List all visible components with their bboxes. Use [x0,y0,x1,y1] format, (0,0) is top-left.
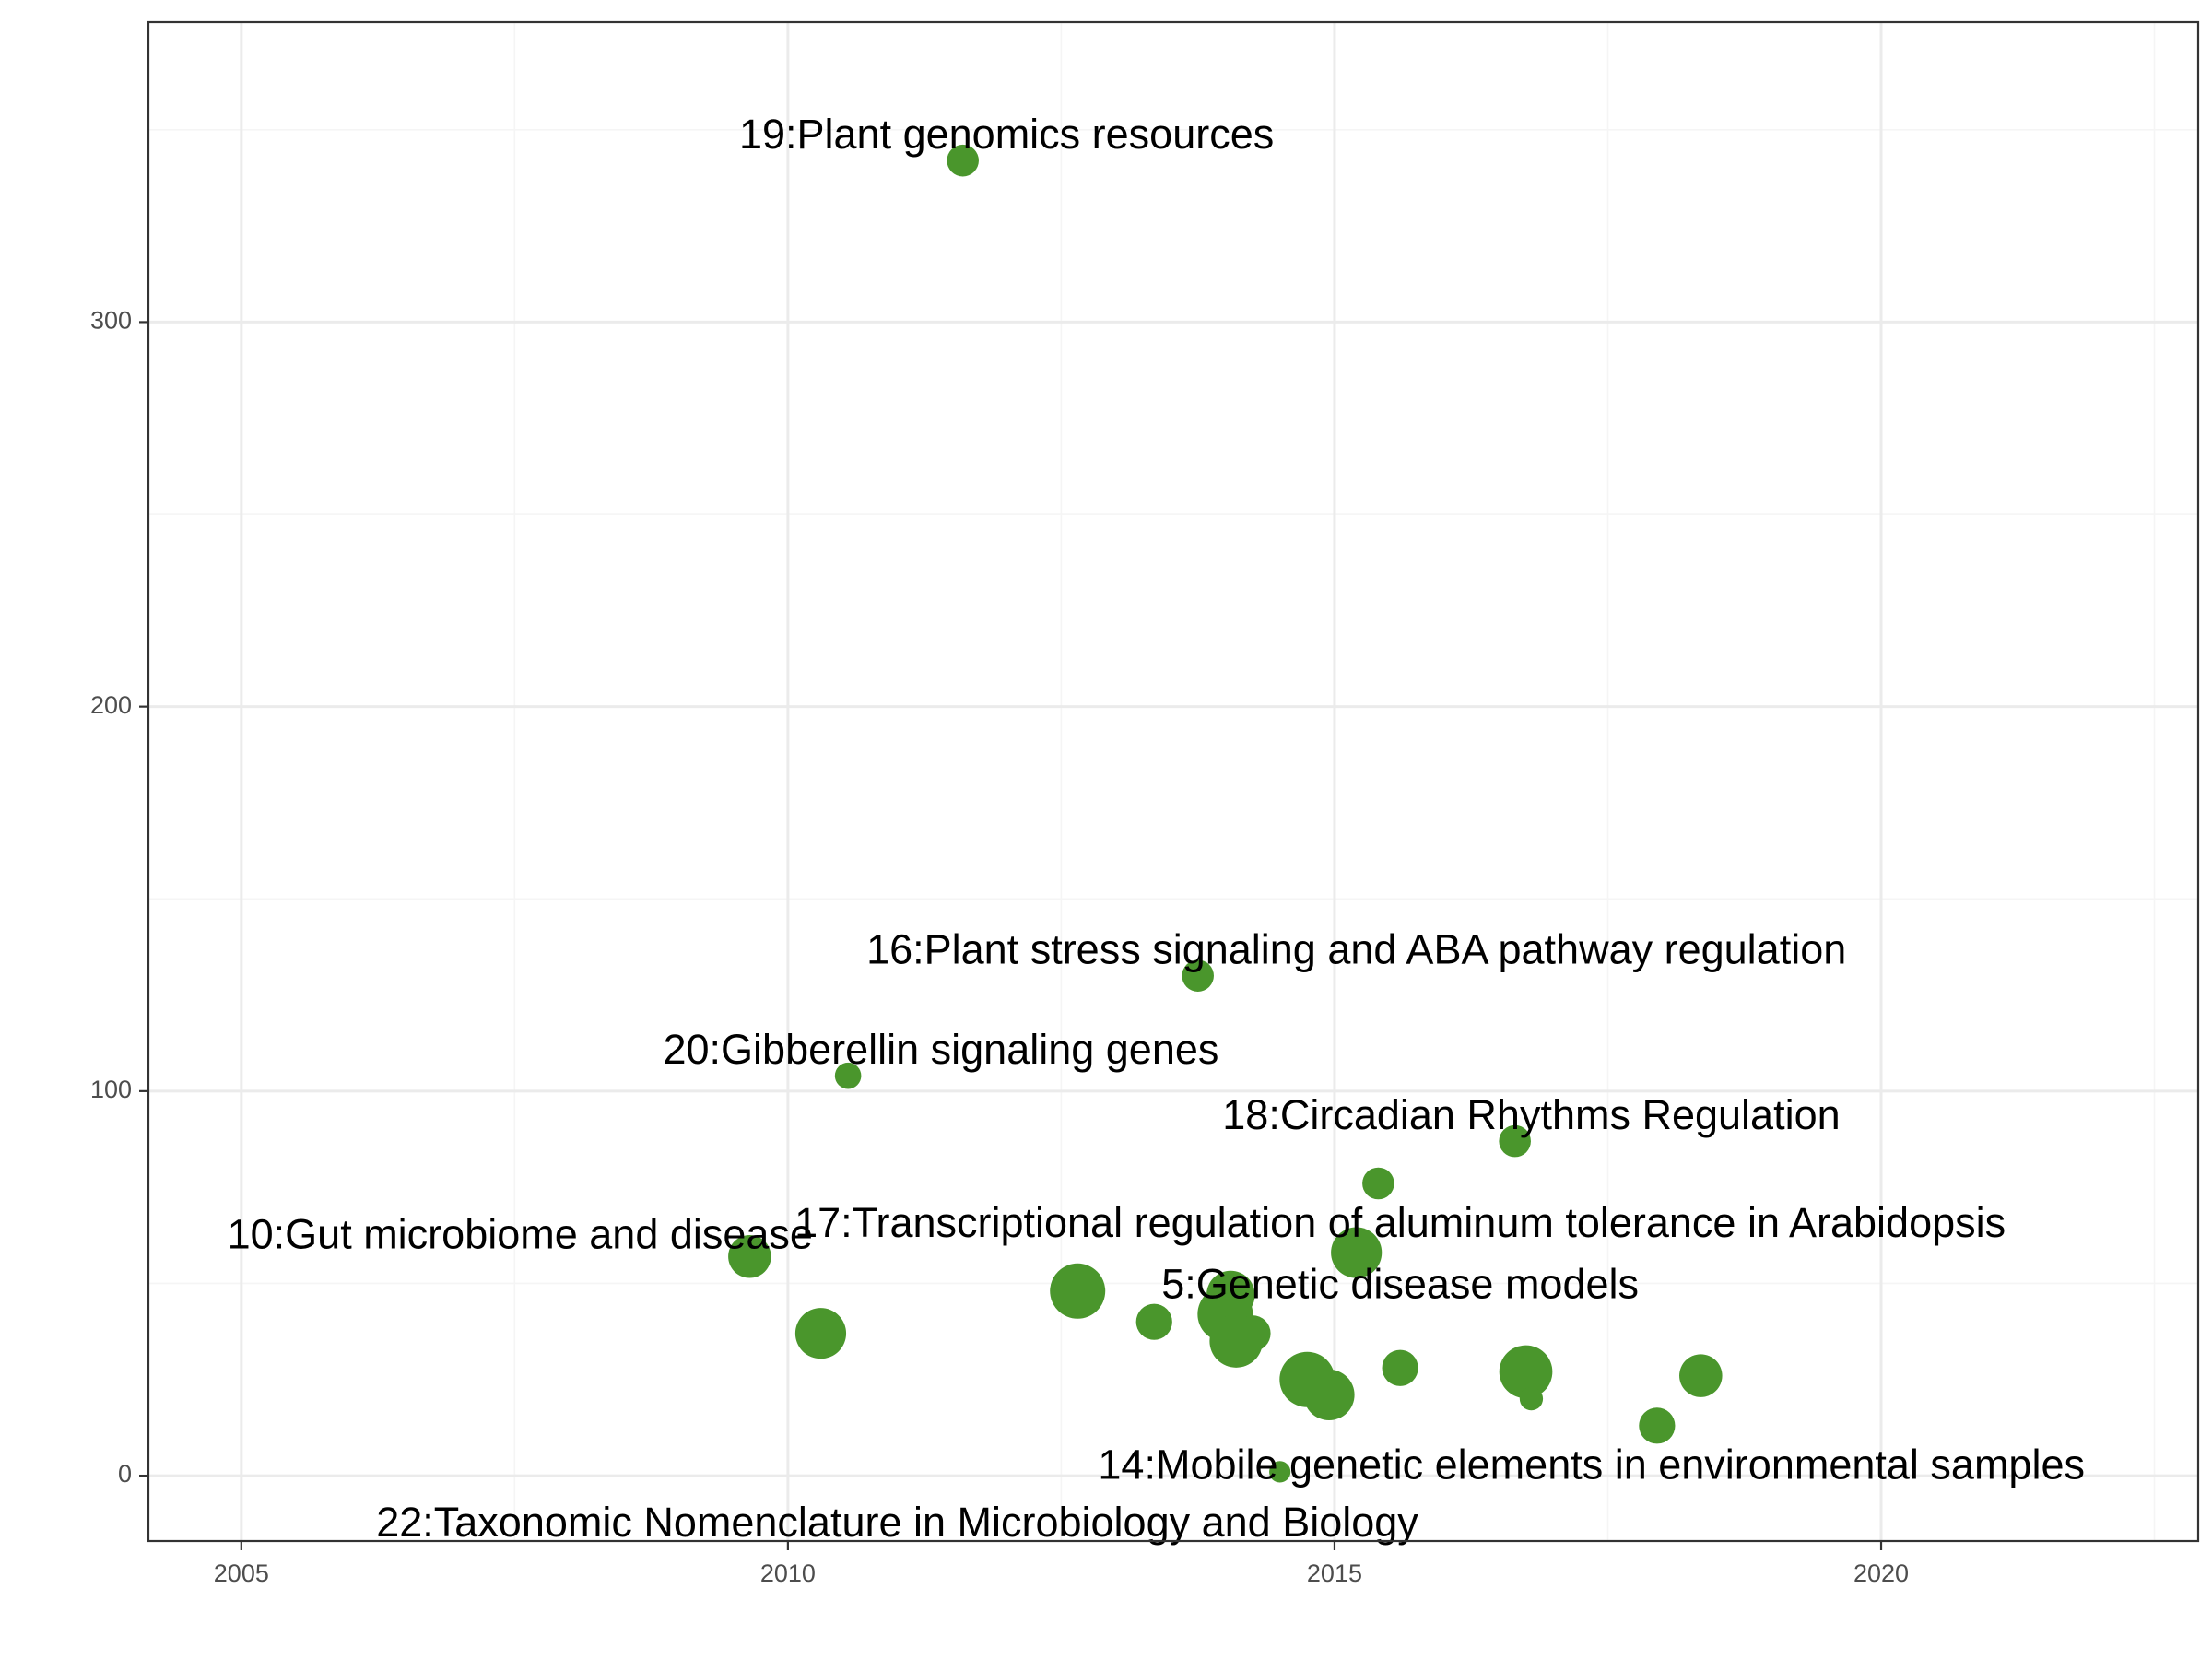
y-tick-label: 100 [90,1076,132,1103]
y-tick-label: 200 [90,691,132,719]
point-label: 10:Gut microbiome and disease [228,1210,813,1257]
data-point [1382,1349,1418,1386]
point-label: 20:Gibberellin signaling genes [663,1026,1218,1073]
data-point [1519,1386,1544,1411]
point-label: 14:Mobile genetic elements in environmen… [1098,1441,2085,1488]
point-label: 22:Taxonomic Nomenclature in Microbiolog… [376,1499,1418,1546]
panel-border [147,20,2200,1543]
data-point [794,1308,847,1359]
minor-gridlines [148,22,2198,1541]
data-point [1182,959,1214,992]
x-axis: 2005 2010 2015 2020 [214,1541,1909,1587]
data-point [1209,1314,1264,1368]
y-axis: 0 100 200 300 [90,307,148,1488]
data-point [1269,1461,1291,1483]
x-tick-label: 2005 [214,1559,269,1587]
point-label: 5:Genetic disease models [1161,1261,1639,1308]
data-point [947,144,979,177]
data-point [1050,1263,1106,1319]
point-label: 17:Transcriptional regulation of aluminu… [794,1199,2006,1246]
data-points [728,144,1723,1483]
data-point [1303,1369,1355,1421]
data-point [1499,1345,1553,1399]
x-tick-label: 2010 [760,1559,816,1587]
data-point [1331,1227,1382,1278]
data-point [1499,1124,1531,1158]
point-label: 18:Circadian Rhythms Regulation [1222,1091,1840,1138]
point-label: 19:Plant genomics resources [739,111,1274,158]
y-tick-label: 300 [90,307,132,335]
x-tick-label: 2020 [1853,1559,1909,1587]
data-point [1135,1303,1172,1340]
data-point [728,1234,771,1278]
point-label: 16:Plant stress signaling and ABA pathwa… [866,926,1846,973]
data-point [1362,1167,1394,1200]
point-labels: 19:Plant genomics resources 16:Plant stre… [228,111,2085,1546]
y-tick-label: 0 [118,1460,132,1488]
major-gridlines [148,22,2198,1541]
data-point [1639,1407,1676,1444]
data-point [1679,1354,1723,1397]
data-point [834,1062,862,1089]
x-tick-label: 2015 [1307,1559,1362,1587]
